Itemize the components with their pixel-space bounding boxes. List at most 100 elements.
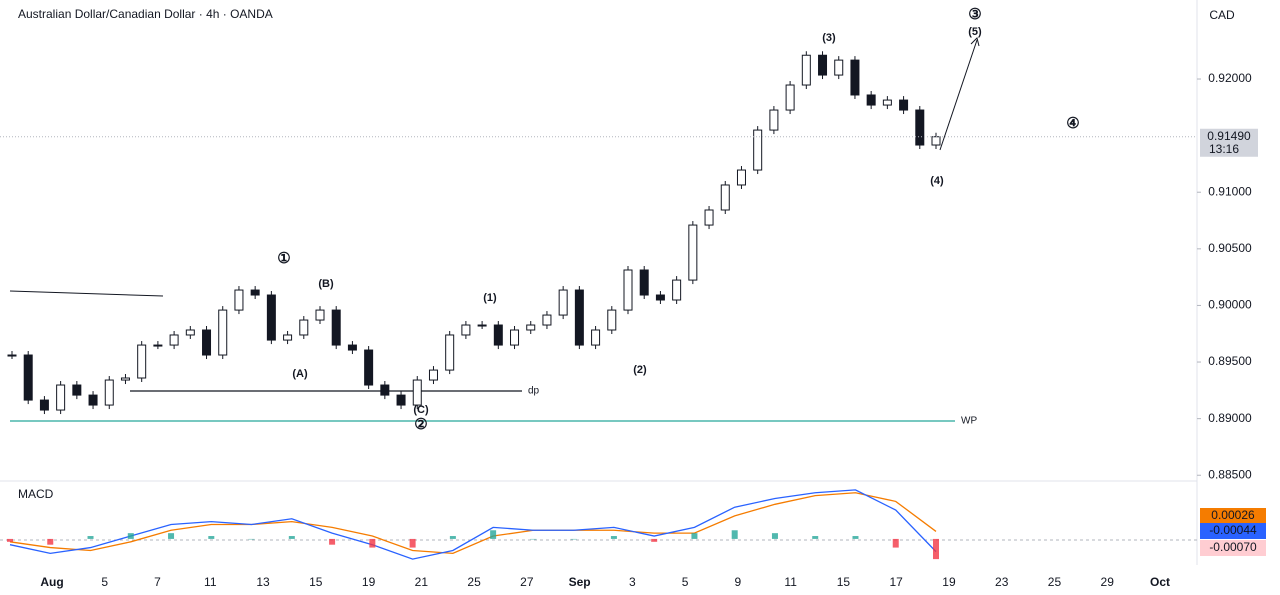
histogram-bar: [771, 533, 778, 539]
price-label: 0.91490: [1207, 129, 1251, 143]
candle: [56, 384, 66, 411]
candle: [850, 59, 860, 96]
histogram-bar: [248, 538, 255, 540]
histogram-bar: [570, 538, 577, 540]
candle: [899, 99, 909, 111]
wave-label: ④: [1066, 115, 1079, 132]
candle: [931, 136, 941, 146]
value-box: [1200, 540, 1266, 556]
candle: [510, 329, 520, 346]
countdown: 13:16: [1209, 142, 1239, 156]
wave-label: (2): [633, 364, 647, 376]
histogram-bar: [691, 533, 698, 539]
value-label: -0.00070: [1209, 540, 1257, 554]
value-box: [1200, 523, 1266, 539]
candle: [39, 399, 49, 411]
x-tick-label: 23: [995, 575, 1009, 589]
candle: [834, 59, 844, 76]
currency-label[interactable]: CAD: [1209, 8, 1235, 22]
wave-label: (C): [413, 404, 429, 416]
x-tick-label: 11: [204, 575, 217, 589]
x-tick-label: 17: [890, 575, 904, 589]
wave-label: (3): [822, 32, 836, 44]
candle: [558, 289, 568, 316]
candle: [137, 344, 147, 379]
x-tick-label: 27: [520, 575, 534, 589]
y-tick-label: 0.90000: [1208, 298, 1252, 312]
y-tick-label: 0.92000: [1208, 71, 1252, 85]
level-label: WP: [961, 416, 977, 427]
candle: [720, 184, 730, 211]
histogram-bar: [449, 536, 456, 539]
histogram-bar: [127, 533, 134, 539]
y-tick-label: 0.89500: [1208, 354, 1252, 368]
candle: [591, 329, 601, 346]
x-tick-label: 29: [1101, 575, 1115, 589]
x-tick-label: 15: [837, 575, 851, 589]
y-tick-label: 0.88500: [1208, 467, 1252, 481]
histogram-bar: [852, 536, 859, 539]
histogram-bar: [530, 538, 537, 540]
histogram-bar: [409, 538, 416, 548]
candle: [769, 109, 779, 131]
candle: [607, 309, 617, 331]
histogram-bar: [651, 538, 658, 542]
wave-label: ③: [968, 6, 981, 23]
candle: [185, 329, 195, 336]
value-label: -0.00044: [1209, 523, 1257, 537]
value-label: 0.00026: [1211, 508, 1255, 522]
histogram-bar: [288, 536, 295, 539]
x-tick-label: 9: [735, 575, 742, 589]
wave-label: (5): [968, 26, 982, 38]
histogram-bar: [490, 530, 497, 539]
x-tick-label: 11: [784, 575, 797, 589]
candle: [396, 394, 406, 406]
x-tick-label: 5: [682, 575, 689, 589]
candle: [818, 54, 828, 76]
candle: [202, 329, 212, 356]
x-tick-label: 5: [101, 575, 108, 589]
wave-label: ①: [277, 250, 290, 267]
histogram-bar: [812, 536, 819, 539]
candle: [736, 169, 746, 186]
candle: [915, 109, 925, 146]
candle: [542, 314, 552, 326]
candle: [104, 379, 114, 406]
x-tick-label: Sep: [569, 575, 591, 589]
candle: [380, 384, 390, 396]
x-tick-label: Oct: [1150, 575, 1170, 589]
histogram-bar: [731, 530, 738, 539]
projection-arrow: [939, 39, 978, 151]
candle: [299, 319, 309, 336]
y-tick-label: 0.91000: [1208, 184, 1252, 198]
y-tick-label: 0.89000: [1208, 411, 1252, 425]
candle: [785, 84, 795, 111]
candle: [88, 394, 98, 406]
histogram-bar: [329, 538, 336, 545]
y-tick-label: 0.90500: [1208, 241, 1252, 255]
trend-line: [9, 290, 164, 297]
level-label: dp: [528, 386, 540, 397]
price-box: [1200, 128, 1258, 157]
x-tick-label: 25: [467, 575, 481, 589]
histogram-bar: [610, 536, 617, 539]
histogram-bar: [7, 538, 13, 542]
candle: [7, 354, 17, 357]
candle: [574, 289, 584, 346]
candle: [882, 99, 892, 106]
wave-label: (1): [483, 292, 497, 304]
arrow-head: [970, 37, 980, 47]
candle: [623, 269, 633, 311]
wave-label: (A): [292, 368, 308, 380]
candle: [266, 294, 276, 341]
x-tick-label: 13: [256, 575, 270, 589]
macd-line: [9, 489, 937, 560]
candle: [315, 309, 325, 321]
candle: [120, 377, 130, 381]
candle: [412, 379, 422, 406]
candle: [72, 384, 82, 396]
x-tick-label: 19: [362, 575, 376, 589]
candle: [218, 309, 228, 356]
candle: [477, 324, 487, 327]
